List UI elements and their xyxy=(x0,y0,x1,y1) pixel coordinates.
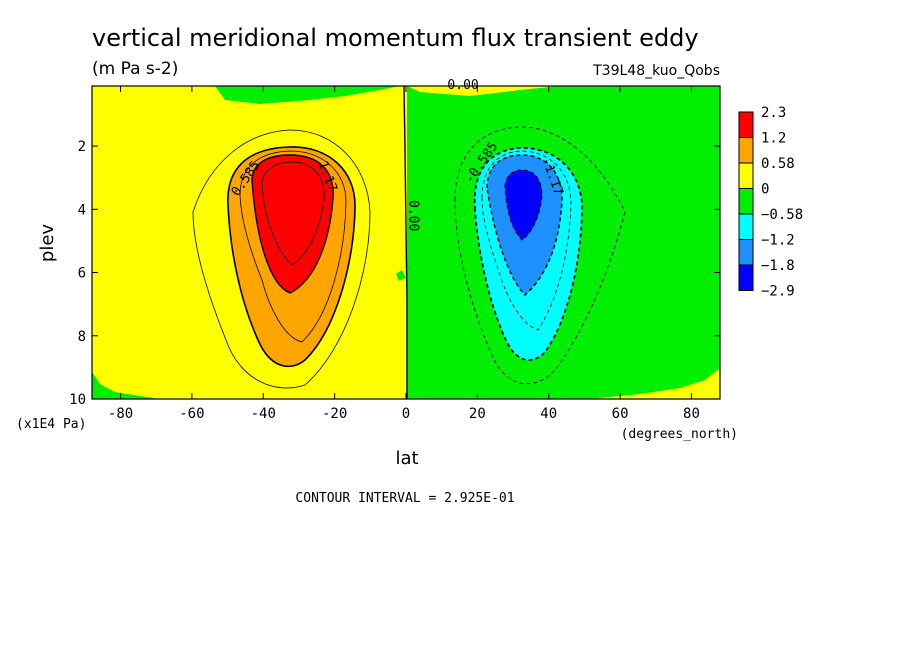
contour-line xyxy=(454,126,626,385)
colorbar-label: 0 xyxy=(761,182,769,198)
colorbar-label: 1.2 xyxy=(761,131,786,147)
contours-positive xyxy=(192,129,371,389)
colorbar-label: 0.58 xyxy=(761,156,795,172)
y-tick-label: 2 xyxy=(78,139,86,155)
colorbar: 2.3 1.2 0.58 0 −0.58 −1.2 −1.8 −2.9 xyxy=(738,105,803,300)
colorbar-label: −1.8 xyxy=(761,258,795,274)
contour-line xyxy=(504,169,543,241)
contour-interval-label: CONTOUR INTERVAL = 2.925E-01 xyxy=(295,491,514,506)
contour-label: 0.00 xyxy=(447,78,478,93)
colorbar-swatch xyxy=(738,188,754,215)
plot-area xyxy=(92,86,720,399)
fill-green-surface-left xyxy=(92,372,160,399)
colorbar-swatch xyxy=(738,111,754,138)
contour-line xyxy=(261,161,325,266)
chart-title: vertical meridional momentum flux transi… xyxy=(92,24,699,52)
y-tick-label: 6 xyxy=(78,266,86,282)
x-tick-label: 80 xyxy=(683,406,700,422)
x-tick-label: 40 xyxy=(540,406,557,422)
x-tick-label: 20 xyxy=(469,406,486,422)
contours-negative xyxy=(454,126,626,385)
colorbar-label: −1.2 xyxy=(761,233,795,249)
contour-line xyxy=(192,129,371,389)
fill-red-core xyxy=(252,155,334,293)
x-axis-label: lat xyxy=(395,448,418,469)
y-tick-label: 8 xyxy=(78,329,86,345)
colorbar-swatch xyxy=(738,137,754,164)
y-axis-units: (x1E4 Pa) xyxy=(16,417,86,432)
colorbar-label: −2.9 xyxy=(761,284,795,300)
y-axis: 2 4 6 8 10 xyxy=(69,139,720,408)
colorbar-label: 2.3 xyxy=(761,105,786,121)
contour-line xyxy=(239,150,347,343)
x-tick-label: -20 xyxy=(322,406,347,422)
x-tick-label: -60 xyxy=(179,406,204,422)
fill-green-speck xyxy=(396,270,406,281)
fill-green-top-patch xyxy=(215,86,400,104)
x-axis-units: (degrees_north) xyxy=(621,427,738,442)
fill-yellow-top-patch xyxy=(407,86,560,96)
y-tick-label: 10 xyxy=(69,392,86,408)
colorbar-label: −0.58 xyxy=(761,207,803,223)
colorbar-swatch xyxy=(738,264,754,291)
zero-contour xyxy=(403,86,408,399)
y-tick-label: 4 xyxy=(78,202,86,218)
colorbar-swatch xyxy=(738,239,754,266)
chart-units: (m Pa s-2) xyxy=(92,59,178,79)
contour-label: 0.00 xyxy=(406,200,421,231)
contour-line xyxy=(227,146,356,368)
fill-yellow-surface-right xyxy=(590,368,720,399)
colorbar-swatch xyxy=(738,162,754,189)
x-axis: -80 -60 -40 -20 0 20 40 60 80 xyxy=(108,86,700,422)
contour-line xyxy=(481,150,572,331)
dataset-label: T39L48_kuo_Qobs xyxy=(592,63,720,79)
fill-blue-core xyxy=(505,170,542,240)
x-tick-label: -40 xyxy=(251,406,276,422)
contour-line xyxy=(251,154,334,294)
contour-line xyxy=(473,147,583,361)
x-tick-label: 60 xyxy=(612,406,629,422)
contour-line xyxy=(486,154,563,296)
x-tick-label: 0 xyxy=(402,406,410,422)
y-axis-label: plev xyxy=(37,224,58,263)
colorbar-swatch xyxy=(738,213,754,240)
x-tick-label: -80 xyxy=(108,406,133,422)
